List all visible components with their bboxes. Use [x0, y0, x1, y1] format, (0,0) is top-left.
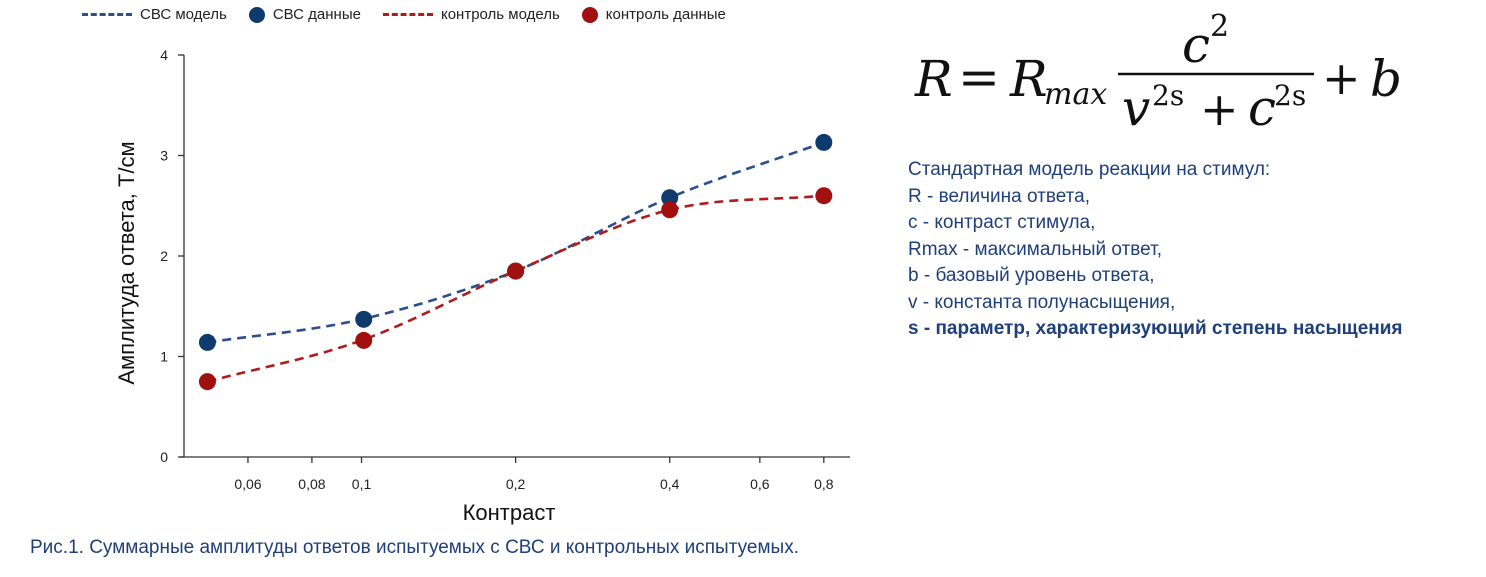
legend-item-control-data: контроль данные — [581, 6, 726, 23]
formula-tail-b: b — [1370, 50, 1402, 108]
chart: 0 1 2 3 4 0,06 0,08 0,1 0,2 0,4 0,6 0,8 Контраст Ам… — [114, 47, 850, 525]
formula-graphic: R = R max c 2 v 2s + c 2s + b — [914, 9, 1402, 137]
y-tick-label: 2 — [160, 248, 168, 264]
formula-numerator: c — [1182, 16, 1210, 74]
data-point-1-4 — [815, 187, 833, 205]
legend-label-control-model: контроль модель — [440, 6, 560, 23]
data-point-1-3 — [661, 201, 679, 219]
desc-line-5: b - базовый уровень ответа, — [908, 265, 1155, 286]
x-tick-label: 0,8 — [814, 476, 834, 492]
desc-line-bold: s - параметр, характеризующий степень на… — [908, 318, 1403, 339]
formula: R = R max c 2 v 2s + c 2s + b — [910, 8, 1430, 137]
data-point-1-2 — [507, 262, 525, 280]
desc-line-3: c - контраст стимула, — [908, 212, 1096, 233]
y-tick-label: 3 — [160, 148, 168, 164]
y-tick-label: 4 — [160, 47, 168, 63]
formula-numerator-exp: 2 — [1210, 9, 1229, 44]
legend-label-control-data: контроль данные — [605, 6, 726, 23]
model-description: Стандартная модель реакции на стимул: R … — [908, 157, 1403, 343]
data-point-1-1 — [355, 331, 373, 349]
x-tick-label: 0,4 — [660, 476, 680, 492]
legend-swatch-control-model — [382, 13, 433, 16]
x-tick-label: 0,2 — [506, 476, 526, 492]
data-point-0-3 — [661, 189, 679, 207]
legend-swatch-control-data — [581, 6, 598, 23]
y-tick-label: 1 — [160, 349, 168, 365]
y-axis-label: Амплитуда ответа, Т/см — [114, 141, 139, 384]
formula-den-v-exp: 2s — [1152, 79, 1184, 112]
data-point-0-1 — [355, 310, 373, 328]
figure-caption: Рис.1. Суммарные амплитуды ответов испыт… — [30, 537, 799, 558]
x-tick-label: 0,1 — [352, 476, 372, 492]
legend-label-svs-data: СВС данные — [272, 6, 361, 23]
data-point-1-0 — [198, 373, 216, 391]
x-tick-label: 0,06 — [234, 476, 261, 492]
chart-points — [198, 133, 833, 391]
legend-item-control-model: контроль модель — [382, 6, 560, 23]
data-point-0-4 — [815, 133, 833, 151]
y-tick-label: 0 — [160, 449, 168, 465]
formula-den-c-exp: 2s — [1274, 79, 1306, 112]
legend-swatch-svs-data — [248, 6, 265, 23]
model-curve-1 — [207, 194, 824, 383]
formula-lhs: R — [914, 50, 953, 108]
desc-line-1: Стандартная модель реакции на стимул: — [908, 159, 1271, 180]
formula-rmax: R — [1009, 50, 1048, 108]
formula-equals: = — [958, 48, 1000, 106]
formula-den-c: c — [1248, 79, 1276, 133]
formula-tail-plus: + — [1322, 51, 1361, 105]
legend-label-svs-model: СВС модель — [140, 6, 227, 23]
formula-rmax-sub: max — [1044, 77, 1107, 112]
desc-line-2: R - величина ответа, — [908, 185, 1090, 207]
x-axis-label: Контраст — [463, 500, 556, 525]
legend-swatch-svs-model — [82, 13, 132, 16]
x-tick-label: 0,08 — [298, 476, 325, 492]
chart-legend: СВС модель СВС данные контроль модель ко… — [82, 6, 748, 23]
desc-line-4: Rmax - максимальный ответ, — [908, 238, 1162, 260]
data-point-0-0 — [198, 333, 216, 351]
legend-item-svs-model: СВС модель — [82, 6, 227, 23]
formula-den-v: v — [1122, 79, 1150, 133]
desc-line-6: v - константа полунасыщения, — [908, 291, 1176, 313]
legend-item-svs-data: СВС данные — [248, 6, 361, 23]
chart-curves — [207, 141, 825, 383]
x-tick-label: 0,6 — [750, 476, 770, 492]
chart-axes: 0 1 2 3 4 0,06 0,08 0,1 0,2 0,4 0,6 0,8 — [160, 47, 850, 492]
formula-den-plus: + — [1200, 82, 1239, 133]
model-curve-0 — [207, 141, 825, 344]
